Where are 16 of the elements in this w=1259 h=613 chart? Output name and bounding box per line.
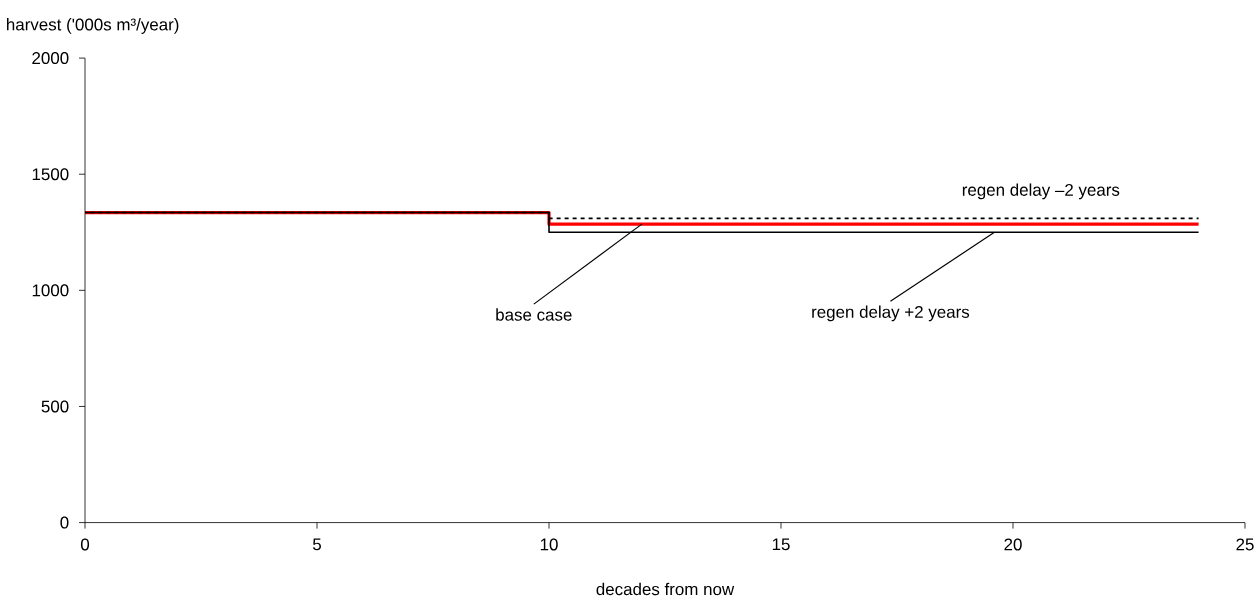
x-tick-label: 25 <box>1236 538 1254 551</box>
annotation: base case <box>496 308 572 321</box>
y-tick-label: 1500 <box>32 168 69 181</box>
y-axis-title: harvest ('000s m³/year) <box>7 18 179 34</box>
annotation: regen delay –2 years <box>962 183 1120 200</box>
x-axis-title: decades from now <box>596 582 735 596</box>
y-tick-label: 0 <box>60 516 69 529</box>
annotation: regen delay +2 years <box>812 305 970 322</box>
x-tick-label: 20 <box>1004 538 1022 551</box>
y-tick-label: 1000 <box>32 284 69 297</box>
y-tick-label: 500 <box>41 400 69 413</box>
x-tick-label: 0 <box>80 538 90 551</box>
y-tick-label: 2000 <box>32 52 69 65</box>
x-tick-label: 15 <box>772 538 790 551</box>
x-tick-label: 5 <box>312 538 321 551</box>
x-tick-label: 10 <box>540 538 558 551</box>
